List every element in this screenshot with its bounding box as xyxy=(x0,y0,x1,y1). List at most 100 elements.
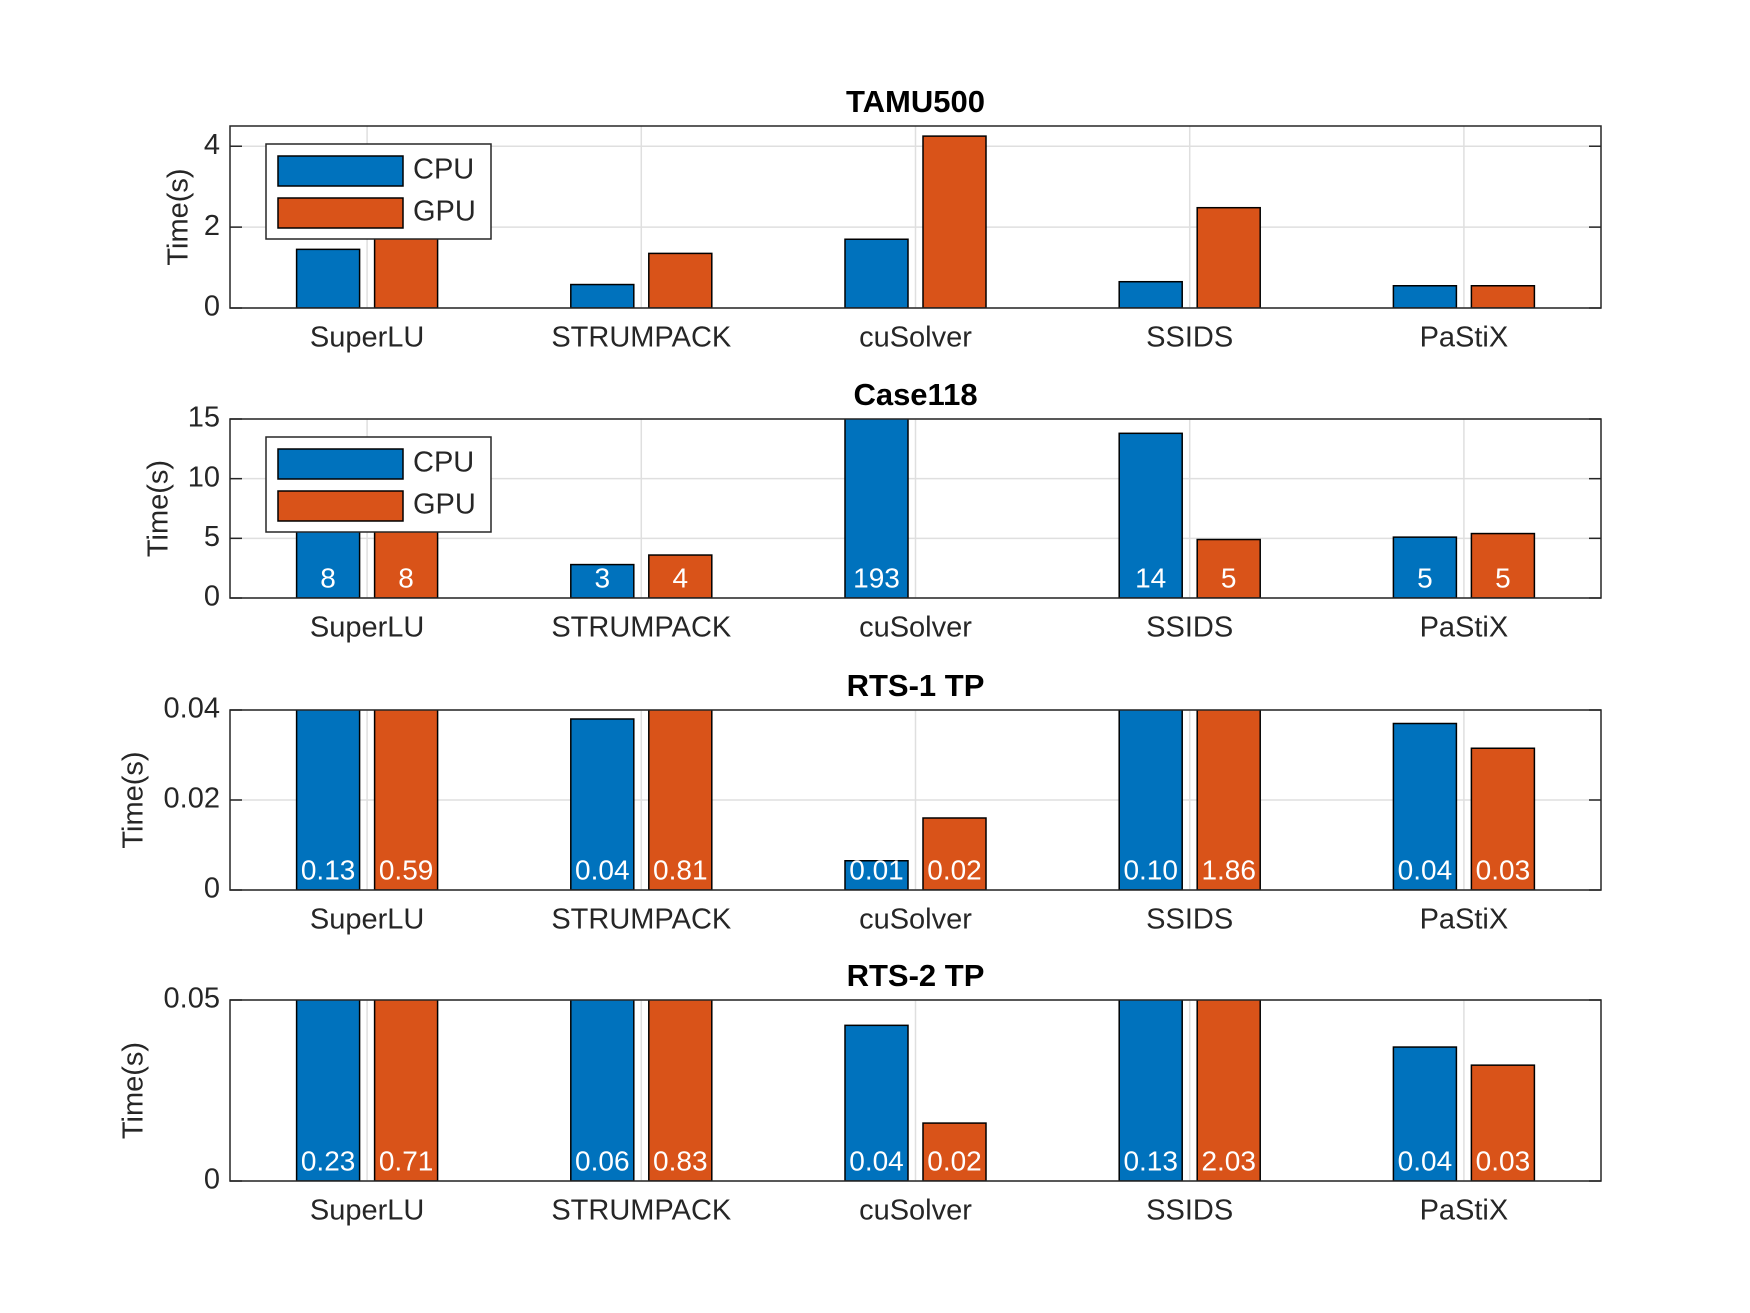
x-tick-label: SuperLU xyxy=(310,612,424,644)
legend-swatch xyxy=(277,155,404,187)
legend: CPU GPU xyxy=(265,143,492,240)
x-tick-label: cuSolver xyxy=(859,322,972,354)
bar xyxy=(1196,710,1261,890)
value-label: 14 xyxy=(1135,562,1166,593)
bar xyxy=(295,710,361,890)
bar xyxy=(648,1000,713,1181)
y-tick-label: 10 xyxy=(188,461,220,493)
axes-frame xyxy=(229,709,1602,891)
x-tick-label: cuSolver xyxy=(859,612,972,644)
value-label: 0.81 xyxy=(653,854,708,885)
bar xyxy=(844,860,909,890)
bar xyxy=(922,817,987,890)
axes-frame xyxy=(229,999,1602,1182)
subplot: 0 2 4 SuperLU STRUMPACK cuSolver SSIDS PaStiX TA… xyxy=(163,84,1602,354)
y-axis-label: Time(s) xyxy=(118,751,150,848)
x-tick-label: STRUMPACK xyxy=(551,612,732,644)
bars xyxy=(295,1000,1536,1181)
y-tick-label: 0 xyxy=(204,873,220,905)
x-tick-label: SuperLU xyxy=(310,904,424,936)
bar xyxy=(373,230,439,308)
bar xyxy=(570,1000,635,1181)
x-tick-label: PaStiX xyxy=(1420,322,1509,354)
y-tick-label: 0.04 xyxy=(164,693,220,725)
bars xyxy=(295,710,1536,890)
value-label: 0.02 xyxy=(927,1145,982,1176)
value-label: 0.13 xyxy=(1123,1145,1178,1176)
legend-label: GPU xyxy=(413,489,476,521)
bar xyxy=(1196,206,1261,308)
y-tick-label: 0.02 xyxy=(164,783,220,815)
bar xyxy=(1118,432,1183,598)
x-tick-label: STRUMPACK xyxy=(551,1195,732,1227)
y-tick-label: 0 xyxy=(204,291,220,323)
value-label: 8 xyxy=(320,562,336,593)
value-label: 0.04 xyxy=(1398,854,1453,885)
axes-frame xyxy=(229,418,1602,599)
x-tick-label: SuperLU xyxy=(310,322,424,354)
x-tick-label: PaStiX xyxy=(1420,904,1509,936)
bar xyxy=(570,283,635,308)
bar xyxy=(648,710,713,890)
y-axis-label: Time(s) xyxy=(118,1042,150,1139)
value-label: 1.86 xyxy=(1201,854,1256,885)
legend-label: CPU xyxy=(413,154,474,186)
value-label: 0.23 xyxy=(301,1145,356,1176)
x-tick-label: STRUMPACK xyxy=(551,904,732,936)
value-label: 193 xyxy=(853,562,900,593)
x-tick-label: SSIDS xyxy=(1146,904,1233,936)
subplot: 0 5 10 15 SuperLU STRUMPACK cuSolver SSIDS PaSti… xyxy=(143,377,1602,644)
legend-swatch xyxy=(277,448,404,480)
x-tick-label: SuperLU xyxy=(310,1195,424,1227)
value-label: 0.03 xyxy=(1476,1145,1531,1176)
legend-swatch xyxy=(277,490,404,522)
value-label: 5 xyxy=(1221,562,1237,593)
bar xyxy=(922,135,987,308)
bar xyxy=(570,718,635,890)
value-label: 0.04 xyxy=(575,854,630,885)
bar xyxy=(295,1000,361,1181)
value-label: 0.10 xyxy=(1123,854,1178,885)
bar xyxy=(373,1000,439,1181)
legend-label: GPU xyxy=(413,196,476,228)
value-label: 0.04 xyxy=(1398,1145,1453,1176)
bar xyxy=(373,710,439,890)
x-tick-label: SSIDS xyxy=(1146,1195,1233,1227)
value-label: 0.59 xyxy=(379,854,434,885)
bar xyxy=(1196,538,1261,598)
value-label: 5 xyxy=(1417,562,1433,593)
value-label: 4 xyxy=(673,562,689,593)
bar xyxy=(648,252,713,308)
x-tick-label: SSIDS xyxy=(1146,612,1233,644)
bar xyxy=(922,1122,987,1181)
value-label: 2.03 xyxy=(1201,1145,1256,1176)
bar xyxy=(1118,1000,1183,1181)
y-axis-label: Time(s) xyxy=(163,168,195,265)
x-tick-label: PaStiX xyxy=(1420,1195,1509,1227)
bar xyxy=(1392,1046,1458,1181)
chart-title: RTS-2 TP xyxy=(847,958,985,993)
legend: CPU GPU xyxy=(265,436,492,533)
x-tick-label: cuSolver xyxy=(859,1195,972,1227)
bar xyxy=(570,563,635,598)
value-label: 0.83 xyxy=(653,1145,708,1176)
y-axis-label: Time(s) xyxy=(143,460,175,557)
value-label: 0.01 xyxy=(849,854,904,885)
bar xyxy=(1118,710,1183,890)
x-tick-label: cuSolver xyxy=(859,904,972,936)
bar xyxy=(1470,285,1536,308)
y-tick-label: 0.05 xyxy=(164,983,220,1015)
value-label: 3 xyxy=(595,562,611,593)
chart-title: RTS-1 TP xyxy=(847,668,985,703)
bar xyxy=(1392,722,1458,890)
chart-title: Case118 xyxy=(853,377,977,412)
bar xyxy=(1470,747,1536,890)
subplot: 0 0.02 0.04 SuperLU STRUMPACK cuSolver SSIDS Pa… xyxy=(118,668,1602,936)
y-tick-label: 5 xyxy=(204,521,220,553)
axes-frame xyxy=(229,125,1602,309)
bar xyxy=(295,248,361,308)
bar xyxy=(1392,285,1458,308)
bar xyxy=(1196,1000,1261,1181)
value-label: 0.02 xyxy=(927,854,982,885)
